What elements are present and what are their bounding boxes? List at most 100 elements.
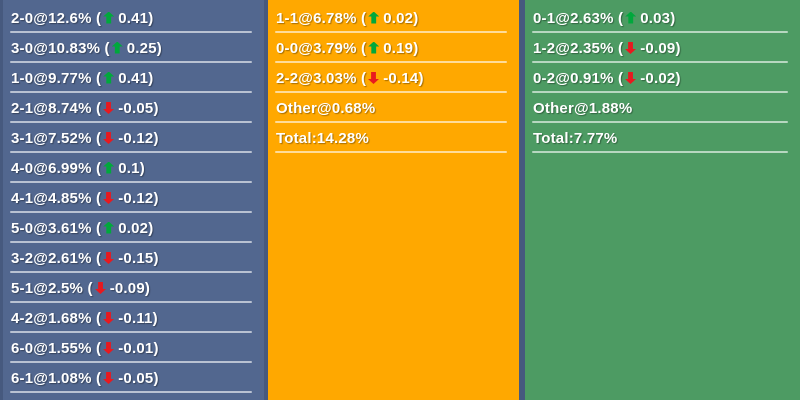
scoreline-separator: @: [555, 9, 571, 27]
scoreline-probability: 1.68%: [48, 309, 92, 327]
scoreline-probability: 7.52%: [48, 129, 92, 147]
open-paren: (: [91, 339, 102, 357]
scoreline-separator: @: [33, 159, 49, 177]
scoreline-probability: 2.5%: [48, 279, 84, 297]
close-paren: ): [413, 39, 419, 57]
scoreline-probability: 7.77%: [573, 129, 618, 147]
scoreline-separator: @: [33, 129, 49, 147]
open-paren: (: [91, 249, 102, 267]
scoreline-row: 4-0 @ 6.99% (0.1): [3, 153, 264, 183]
close-paren: ): [139, 159, 145, 177]
scoreline-change-group: (0.02): [357, 10, 419, 27]
scoreline-change-group: (0.41): [92, 10, 154, 27]
scoreline-label: Other: [276, 99, 318, 117]
scoreline-row: 3-0 @ 10.83% (0.25): [3, 33, 264, 63]
scoreline-label: 4-2: [11, 309, 34, 327]
scoreline-change: 0.03: [640, 9, 671, 27]
scoreline-separator: @: [298, 9, 314, 27]
close-paren: ): [156, 39, 162, 57]
trend-up-icon: [103, 161, 115, 174]
scoreline-change-group: ( -0.01): [92, 340, 159, 357]
scoreline-label: 6-0: [11, 339, 34, 357]
open-paren: (: [91, 309, 102, 327]
scoreline-separator: :: [311, 129, 317, 147]
scoreline-separator: @: [555, 39, 571, 57]
scoreline-change: -0.05: [118, 369, 154, 387]
scoreline-change: 0.19: [383, 39, 414, 57]
scoreline-change: -0.15: [118, 249, 154, 267]
scoreline-probability: 3.61%: [48, 219, 92, 237]
close-paren: ): [675, 69, 681, 87]
scoreline-label: 1-1: [276, 9, 299, 27]
scoreline-change-group: (-0.09): [83, 280, 150, 297]
scoreline-change-group: (0.02): [92, 220, 154, 237]
scoreline-separator: @: [298, 39, 314, 57]
scoreline-change-group: (0.03): [614, 10, 676, 27]
scoreline-change-group: (0.1): [92, 160, 145, 177]
scoreline-change: -0.12: [118, 189, 154, 207]
scoreline-change-group: (-0.11): [92, 310, 158, 327]
draw-scorelines-panel: 1-1 @ 6.78% (0.02) 0-0 @ 3.79% (0.19) 2-…: [268, 0, 519, 400]
scoreline-separator: @: [33, 339, 49, 357]
close-paren: ): [153, 369, 159, 387]
home-win-scorelines-panel: 2-0 @ 12.6% (0.41) 3-0 @ 10.83% (0.25) 1…: [3, 0, 264, 400]
scoreline-label: 2-1: [11, 99, 34, 117]
scoreline-change-group: ( -0.02): [614, 70, 681, 87]
scoreline-label: 2-2: [276, 69, 299, 87]
scoreline-separator: @: [298, 69, 314, 87]
scoreline-change-group: (0.41): [92, 70, 154, 87]
scoreline-row: Total : 7.77%: [525, 123, 800, 153]
scoreline-label: 5-0: [11, 219, 34, 237]
open-paren: (: [91, 69, 102, 87]
scoreline-label: 0-0: [276, 39, 299, 57]
scoreline-change: 0.02: [118, 219, 149, 237]
scoreline-change: -0.14: [383, 69, 419, 87]
scoreline-change-group: ( -0.14): [357, 70, 424, 87]
scoreline-change-group: (0.19): [357, 40, 419, 57]
trend-up-icon: [103, 71, 115, 84]
trend-down-icon: [95, 282, 106, 294]
scoreline-row: 4-1 @ 4.85% (-0.12): [3, 183, 264, 213]
scoreline-separator: @: [33, 219, 49, 237]
scoreline-probability: 2.35%: [570, 39, 614, 57]
close-paren: ): [670, 9, 676, 27]
open-paren: (: [91, 159, 102, 177]
scoreline-probability: 14.28%: [316, 129, 369, 147]
scoreline-separator: @: [33, 99, 49, 117]
scoreline-row: 0-0 @ 3.79% (0.19): [268, 33, 519, 63]
scoreline-probability: 3.79%: [313, 39, 357, 57]
scoreline-label: 5-1: [11, 279, 34, 297]
scoreline-separator: @: [33, 69, 49, 87]
trend-down-icon: [625, 72, 636, 84]
scoreline-label: 6-1: [11, 369, 34, 387]
scoreline-label: 3-1: [11, 129, 34, 147]
trend-down-icon: [103, 372, 114, 384]
trend-up-icon: [368, 41, 380, 54]
close-paren: ): [148, 69, 154, 87]
scoreline-label: 0-1: [533, 9, 556, 27]
open-paren: (: [613, 69, 624, 87]
scoreline-row: 2-0 @ 12.6% (0.41): [3, 3, 264, 33]
scoreline-probability: 6.78%: [313, 9, 357, 27]
open-paren: (: [91, 99, 102, 117]
trend-up-icon: [368, 11, 380, 24]
scoreline-separator: @: [33, 369, 49, 387]
scoreline-row: Other @ 0.68%: [268, 93, 519, 123]
scoreline-change: -0.02: [640, 69, 676, 87]
open-paren: (: [356, 69, 367, 87]
close-paren: ): [153, 339, 159, 357]
open-paren: (: [613, 9, 624, 27]
scoreline-row: 3-1 @ 7.52% (-0.12): [3, 123, 264, 153]
scoreline-label: 2-0: [11, 9, 34, 27]
open-paren: (: [356, 9, 367, 27]
scoreline-change: -0.01: [118, 339, 154, 357]
scoreline-change-group: (-0.15): [92, 250, 159, 267]
scoreline-separator: @: [317, 99, 332, 117]
scoreline-probability: 1.08%: [48, 369, 92, 387]
scoreline-separator: @: [33, 249, 49, 267]
scoreline-change-group: (-0.09): [614, 40, 681, 57]
scoreline-label: 0-2: [533, 69, 556, 87]
scoreline-separator: @: [33, 189, 49, 207]
close-paren: ): [418, 69, 424, 87]
